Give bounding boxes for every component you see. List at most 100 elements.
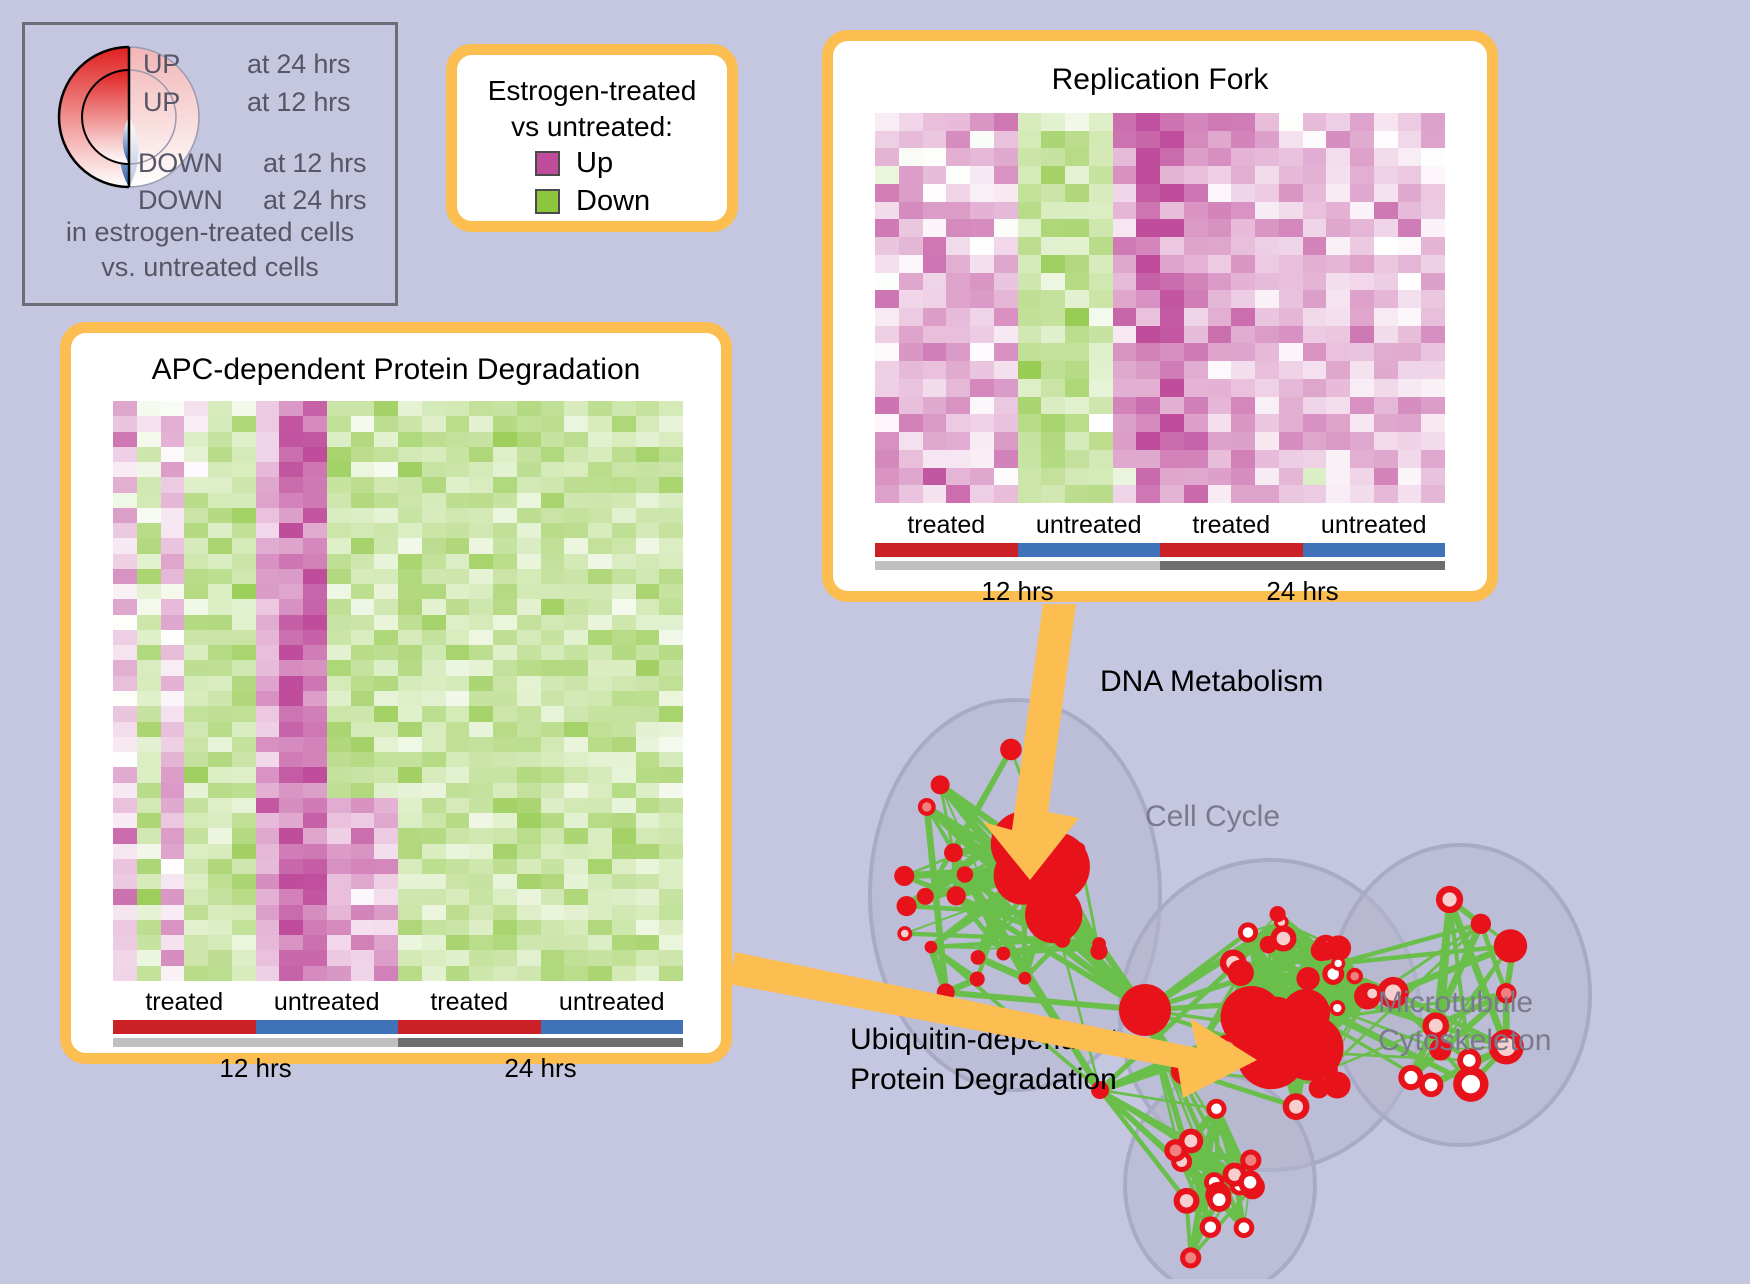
network-node[interactable]	[925, 941, 938, 954]
network-node[interactable]	[897, 896, 917, 916]
network-node[interactable]	[1419, 1073, 1443, 1097]
bar-time-24	[1160, 561, 1445, 570]
ring-time-down-24: at 24 hrs	[263, 185, 366, 216]
column-label-untreated-12: untreated	[1018, 511, 1161, 540]
ring-label-down-24: DOWN	[138, 185, 223, 216]
network-node[interactable]	[931, 775, 950, 794]
microtubule-line1: Microtubule	[1378, 984, 1551, 1022]
network-node[interactable]	[957, 866, 974, 883]
expression-ring-legend: UP at 24 hrs UP at 12 hrs DOWN at 12 hrs…	[22, 22, 398, 306]
ring-label-up-12: UP	[143, 87, 180, 118]
network-node[interactable]	[1171, 1057, 1199, 1085]
network-node[interactable]	[1030, 781, 1043, 794]
column-label-untreated-24: untreated	[1303, 511, 1446, 540]
up-down-legend-title: Estrogen-treated vs untreated:	[457, 73, 727, 145]
legend-item-down: Down	[535, 185, 650, 218]
legend-footer-line1: in estrogen-treated cells	[25, 215, 395, 250]
apc-treatment-bars	[113, 1020, 683, 1034]
time-label-24: 24 hrs	[1160, 576, 1445, 607]
network-node[interactable]	[1251, 997, 1301, 1047]
apc-degradation-panel: APC-dependent Protein Degradation treate…	[60, 322, 732, 1064]
network-node[interactable]	[1228, 960, 1254, 986]
cluster-label-ubiquitin-degradation: Ubiquitin-dependent Protein Degradation	[850, 1020, 1119, 1100]
network-node[interactable]	[1238, 1170, 1262, 1194]
network-node[interactable]	[947, 886, 966, 905]
apc-time-label-12: 12 hrs	[113, 1053, 398, 1084]
bar-treated-12	[875, 543, 1018, 557]
network-node[interactable]	[1269, 906, 1285, 922]
network-node[interactable]	[1090, 943, 1107, 960]
apc-bar-treated-24	[398, 1020, 541, 1034]
network-node[interactable]	[1296, 967, 1319, 990]
network-node[interactable]	[1180, 1247, 1201, 1268]
ubiquitin-line1: Ubiquitin-dependent	[850, 1020, 1119, 1060]
network-node[interactable]	[1347, 968, 1363, 984]
network-node[interactable]	[897, 926, 912, 941]
network-node[interactable]	[1174, 1188, 1200, 1214]
cluster-label-dna-metabolism: DNA Metabolism	[1100, 665, 1323, 699]
bar-treated-24	[1160, 543, 1303, 557]
ring-time-up-24: at 24 hrs	[247, 49, 350, 80]
network-node[interactable]	[1260, 936, 1278, 954]
network-node[interactable]	[944, 843, 963, 862]
legend-footer: in estrogen-treated cells vs. untreated …	[25, 215, 395, 285]
cluster-label-cell-cycle: Cell Cycle	[1145, 800, 1280, 834]
replication-time-bars	[875, 561, 1445, 570]
apc-column-labels: treated untreated treated untreated	[113, 988, 683, 1017]
replication-treatment-bars	[875, 543, 1445, 557]
network-node[interactable]	[1234, 1217, 1255, 1238]
ring-label-down-12: DOWN	[138, 148, 223, 179]
apc-bar-time-24	[398, 1038, 683, 1047]
apc-heatmap	[113, 401, 683, 981]
bar-time-12	[875, 561, 1160, 570]
network-node[interactable]	[937, 983, 955, 1001]
apc-panel-title: APC-dependent Protein Degradation	[71, 353, 721, 387]
up-swatch-icon	[535, 151, 560, 176]
cluster-label-microtubule-cytoskeleton: Microtubule Cytoskeleton	[1378, 984, 1551, 1060]
legend-item-up: Up	[535, 147, 613, 180]
column-label-treated-24: treated	[1160, 511, 1303, 540]
ring-time-up-12: at 12 hrs	[247, 87, 350, 118]
bar-untreated-24	[1303, 543, 1446, 557]
network-node[interactable]	[1119, 984, 1171, 1036]
network-node[interactable]	[894, 866, 914, 886]
network-node[interactable]	[1329, 1000, 1345, 1016]
apc-time-labels: 12 hrs 24 hrs	[113, 1053, 683, 1084]
network-node[interactable]	[1207, 1187, 1232, 1212]
network-node[interactable]	[1206, 1099, 1226, 1119]
network-node[interactable]	[917, 888, 934, 905]
network-node[interactable]	[1238, 922, 1258, 942]
network-node[interactable]	[970, 972, 985, 987]
network-node[interactable]	[918, 798, 936, 816]
network-node[interactable]	[991, 811, 1057, 877]
network-node[interactable]	[971, 950, 986, 965]
down-swatch-icon	[535, 189, 560, 214]
ring-time-down-12: at 12 hrs	[263, 148, 366, 179]
replication-column-labels: treated untreated treated untreated	[875, 511, 1445, 540]
network-node[interactable]	[1283, 1093, 1310, 1120]
ring-label-up-24: UP	[143, 49, 180, 80]
network-node[interactable]	[1240, 1150, 1261, 1171]
network-node[interactable]	[996, 947, 1010, 961]
network-node[interactable]	[1311, 940, 1332, 961]
network-node[interactable]	[1018, 972, 1031, 985]
network-node[interactable]	[1436, 886, 1463, 913]
legend-label-up: Up	[576, 147, 613, 180]
network-node[interactable]	[1200, 1216, 1222, 1238]
network-graph	[800, 620, 1750, 1279]
network-node[interactable]	[1331, 956, 1345, 970]
network-node[interactable]	[1164, 1139, 1187, 1162]
network-node[interactable]	[1471, 914, 1491, 934]
apc-column-label-treated-24: treated	[398, 988, 541, 1017]
apc-column-label-treated-12: treated	[113, 988, 256, 1017]
apc-column-label-untreated-12: untreated	[256, 988, 399, 1017]
replication-fork-panel: Replication Fork treated untreated treat…	[822, 30, 1498, 602]
bar-untreated-12	[1018, 543, 1161, 557]
replication-time-labels: 12 hrs 24 hrs	[875, 576, 1445, 607]
network-node[interactable]	[1494, 929, 1527, 962]
up-down-title-line2: vs untreated:	[457, 109, 727, 145]
network-node[interactable]	[1025, 886, 1082, 943]
network-node[interactable]	[1000, 739, 1022, 761]
ubiquitin-line2: Protein Degradation	[850, 1060, 1119, 1100]
